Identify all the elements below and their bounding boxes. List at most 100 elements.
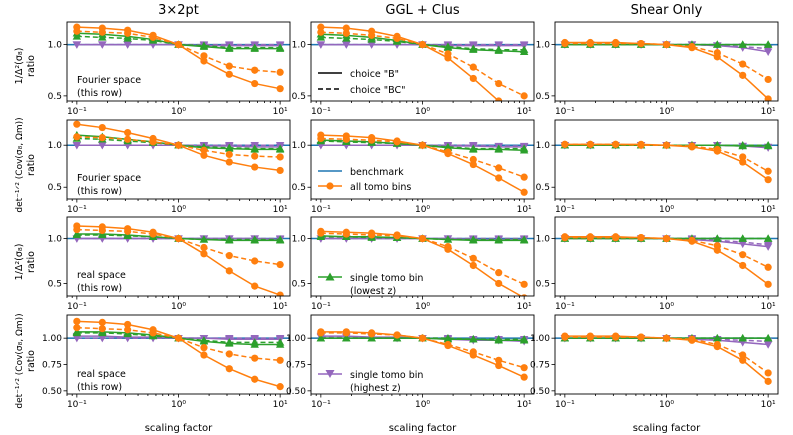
data-point-all-tomo <box>200 344 208 352</box>
data-point-all-tomo <box>73 133 81 141</box>
data-point-all-tomo <box>225 62 233 70</box>
data-point-all-tomo <box>444 148 452 156</box>
data-point-all-tomo <box>444 243 452 251</box>
data-point-all-tomo <box>200 151 208 159</box>
x-tick-label: 10⁻¹ <box>555 205 575 215</box>
data-point-lowest-z <box>72 230 82 239</box>
data-point-lowest-z <box>123 34 132 42</box>
data-point-all-tomo <box>469 348 477 356</box>
panel-frame <box>310 119 535 200</box>
y-tick-label: 0.5 <box>292 279 306 289</box>
x-axis-label-col-2: scaling factor <box>633 423 701 434</box>
data-point-all-tomo <box>444 340 452 349</box>
data-point-all-tomo <box>688 236 696 244</box>
data-point-all-tomo <box>73 120 81 128</box>
data-point-lowest-z <box>443 235 453 243</box>
data-point-all-tomo <box>520 280 528 288</box>
data-point-all-tomo <box>200 146 208 154</box>
data-point-all-tomo <box>276 291 284 296</box>
data-point-all-tomo <box>174 334 183 342</box>
data-point-lowest-z <box>98 328 107 337</box>
series-line-all_tomo-solid <box>564 41 769 100</box>
panel-r2c2: 10⁻¹ 10⁰ 10¹ 0.5 1.0 <box>536 216 779 312</box>
data-point-lowest-z <box>443 142 453 151</box>
legend-highest-z-marker <box>325 370 335 378</box>
row-3-note-line2: (this row) <box>77 382 122 393</box>
panel-r1c2: 10⁻¹ 10⁰ 10¹ 0.5 1.0 <box>536 119 779 215</box>
data-point-lowest-z <box>225 43 234 51</box>
y-tick-label: 1.00 <box>42 334 62 344</box>
panel-r2c0: 10⁻¹ 10⁰ 10¹ 0.5 1.0 <box>48 216 291 312</box>
data-point-all-tomo <box>418 334 427 342</box>
data-point-all-tomo <box>368 231 376 239</box>
data-point-all-tomo <box>276 166 284 175</box>
y-tick-label: 0.75 <box>286 361 306 371</box>
row-3-ylabel: det⁻¹ᐟ² (Cov(σ₈, Ωm)) ratio <box>15 313 37 408</box>
data-point-all-tomo <box>225 150 233 159</box>
data-point-all-tomo <box>520 373 528 381</box>
data-point-all-tomo <box>688 142 696 150</box>
panel-frame <box>310 21 535 102</box>
data-point-lowest-z <box>250 144 259 152</box>
x-tick-label: 10⁻¹ <box>555 302 575 312</box>
series-line-all_tomo-dashed <box>564 336 769 374</box>
data-point-lowest-z <box>443 42 453 50</box>
y-tick-label: 0.50 <box>530 387 550 397</box>
panel-r1c1: 10⁻¹ 10⁰ 10¹ 0.5 1.0 <box>292 119 535 215</box>
data-point-all-tomo <box>317 134 325 143</box>
row-1-ylabel-line2: ratio <box>26 154 37 176</box>
series-line-all_tomo-dashed <box>76 136 281 158</box>
x-axis-label-col-0: scaling factor <box>145 423 213 434</box>
data-point-lowest-z <box>763 234 773 242</box>
y-tick-label: 0.5 <box>536 279 550 289</box>
data-point-all-tomo <box>317 23 325 31</box>
data-point-lowest-z <box>763 40 773 48</box>
data-point-all-tomo <box>174 40 183 49</box>
series-line-lowest_z-dashed <box>76 35 281 49</box>
row-0-ylabel-line2: ratio <box>26 55 37 77</box>
data-point-all-tomo <box>251 257 259 265</box>
data-point-lowest-z <box>123 231 132 240</box>
panel-frame <box>554 314 779 395</box>
data-point-all-tomo <box>200 250 208 258</box>
data-point-lowest-z <box>199 336 209 344</box>
data-point-all-tomo <box>469 160 477 169</box>
legend-label-all-tomo: all tomo bins <box>350 182 411 193</box>
y-tick-label: 0.5 <box>536 92 550 102</box>
row-1-note-line1: Fourier space <box>77 173 141 184</box>
x-tick-label: 10¹ <box>517 205 532 215</box>
legend-label-choice-bc: choice "BC" <box>350 85 406 96</box>
panel-r1c0: 10⁻¹ 10⁰ 10¹ 0.5 1.0 <box>48 119 291 215</box>
y-tick-label: 1.00 <box>530 334 550 344</box>
data-point-all-tomo <box>739 351 747 359</box>
data-point-all-tomo <box>713 340 721 349</box>
legend-label-highest-z-line2: (highest z) <box>350 383 401 394</box>
data-point-all-tomo <box>764 263 772 271</box>
series-line-all_tomo-dashed <box>76 326 281 362</box>
data-point-lowest-z <box>519 144 529 152</box>
row-0-ylabel: 1/Δ²(σ₈) ratio <box>14 48 37 85</box>
series-line-all_tomo-dashed <box>564 42 769 81</box>
data-point-all-tomo <box>200 57 208 65</box>
data-point-all-tomo <box>688 335 696 343</box>
data-point-all-tomo <box>317 28 325 36</box>
x-tick-label: 10⁻¹ <box>67 400 87 410</box>
data-point-highest-z <box>98 142 107 150</box>
row-3-annotation: real space (this row) <box>77 369 126 393</box>
row-1-ylabel-line1: det⁻¹ᐟ² (Cov(σ₈, Ωm)) <box>15 117 25 212</box>
data-point-all-tomo <box>225 350 233 358</box>
data-point-all-tomo <box>739 251 747 259</box>
data-point-highest-z <box>763 241 773 250</box>
panel-r0c0: 10⁻¹ 10⁰ 10¹ 0.5 1.0 <box>48 21 291 117</box>
data-point-highest-z <box>98 334 107 343</box>
series-line-lowest_z-dashed <box>320 337 525 340</box>
data-point-highest-z <box>316 41 326 49</box>
data-point-lowest-z <box>199 41 209 49</box>
panel-data <box>555 38 778 101</box>
x-tick-label: 10⁻¹ <box>555 107 575 117</box>
data-point-all-tomo <box>418 141 427 149</box>
data-point-all-tomo <box>73 317 81 325</box>
data-point-lowest-z <box>275 43 285 51</box>
data-point-lowest-z <box>519 335 529 343</box>
data-point-all-tomo <box>469 254 477 262</box>
